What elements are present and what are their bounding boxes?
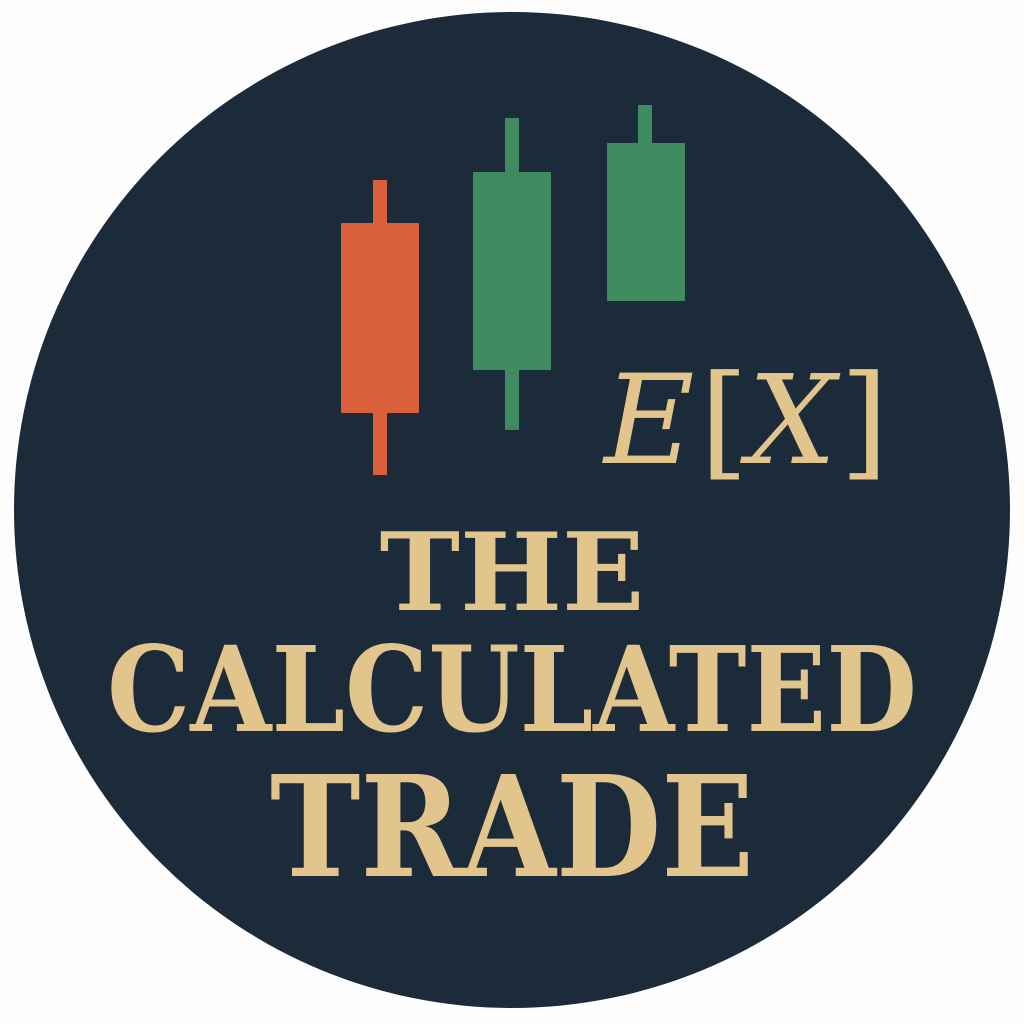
candle-body	[473, 172, 551, 370]
candle-body	[341, 223, 419, 413]
expectation-close-bracket: ]	[840, 349, 888, 493]
title-line-trade: TRADE	[270, 746, 754, 910]
badge-circle	[14, 12, 1010, 1008]
title-line-the: THE	[380, 510, 645, 636]
candle-body	[607, 143, 685, 301]
expectation-open-bracket: [	[700, 349, 748, 493]
candlestick-bullish	[607, 105, 685, 301]
title-line-calculated: CALCULATED	[107, 620, 917, 759]
expectation-symbol: E [ X ]	[602, 349, 888, 493]
candlestick-bearish	[341, 180, 419, 475]
expectation-letter: E	[602, 349, 695, 493]
candle-wick	[638, 105, 652, 150]
expectation-variable: X	[740, 349, 841, 493]
candlestick-bullish	[473, 118, 551, 430]
